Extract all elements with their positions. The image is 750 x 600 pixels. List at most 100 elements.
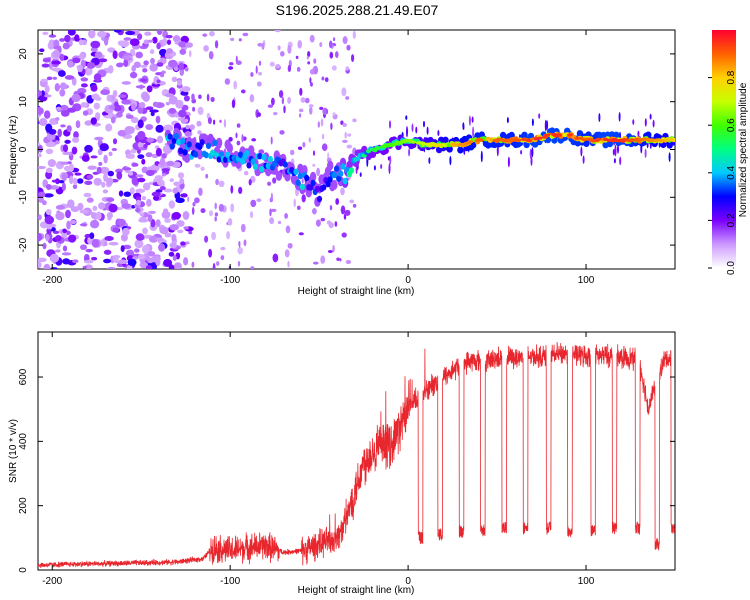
heatmap-cell [122,227,130,236]
heatmap-cell [215,178,219,186]
heatmap-cell [173,262,182,269]
heatmap-cell [168,95,178,105]
heatmap-cell [219,119,222,124]
heatmap-cell [309,171,317,182]
heatmap-cell [117,259,128,265]
heatmap-cell [283,105,286,114]
heatmap-cell [107,170,115,177]
colorbar-tick-label: 0.0 [726,261,737,275]
heatmap-cell [90,219,100,229]
heatmap-cell [183,226,190,230]
heatmap-cell [155,124,164,133]
heatmap-cell [135,233,145,241]
heatmap-cell [312,150,316,156]
heatmap-cell [312,207,317,215]
heatmap-cell [204,235,209,243]
heatmap-cell [90,117,97,125]
heatmap-cell [335,51,339,59]
heatmap-cell [530,156,533,166]
heatmap-cell [261,42,265,50]
heatmap-cell [93,177,102,186]
heatmap-cell [45,183,52,191]
heatmap-cell [351,54,355,63]
heatmap-cell [287,44,292,54]
heatmap-cell [55,211,65,221]
heatmap-cell [52,76,58,80]
heatmap-cell [169,143,175,150]
heatmap-cell [206,93,210,102]
heatmap-cell [256,198,262,202]
heatmap-cell [177,229,184,234]
heatmap-cell [614,144,617,157]
heatmap-cell [156,62,164,67]
heatmap-cell [103,249,112,255]
heatmap-cell [209,31,215,37]
heatmap-cell [150,57,155,65]
heatmap-cell [173,181,181,187]
heatmap-cell [207,117,212,125]
spectrogram-x-label: Height of straight line (km) [298,286,415,297]
heatmap-cell [343,213,347,220]
heatmap-cell [237,247,244,255]
heatmap-cell [137,119,144,129]
heatmap-cell [472,126,475,139]
heatmap-cell [161,152,167,159]
heatmap-cell [273,112,278,116]
heatmap-cell [326,220,332,225]
heatmap-cell [178,147,184,155]
heatmap-cell [331,65,337,71]
heatmap-cell [299,183,305,191]
y-tick-label: 20 [18,48,29,60]
heatmap-cell [284,249,290,258]
heatmap-cell [121,167,132,171]
heatmap-cell [437,143,444,147]
heatmap-cell [213,119,216,125]
heatmap-cell [613,158,616,164]
heatmap-cell [334,221,338,227]
heatmap-cell [415,126,418,134]
heatmap-cell [165,48,173,55]
y-tick-label: 400 [18,433,29,450]
heatmap-cell [406,125,408,138]
heatmap-cell [215,137,223,148]
heatmap-cell [177,172,185,179]
heatmap-cell [275,63,281,69]
heatmap-cell [316,195,323,203]
heatmap-cell [339,258,342,262]
heatmap-cell [159,186,166,191]
heatmap-cell [237,151,244,158]
heatmap-cell [176,220,185,227]
heatmap-cell [87,165,97,170]
heatmap-cell [269,217,275,225]
heatmap-cell [181,193,188,198]
heatmap-cell [582,155,585,164]
heatmap-cell [340,163,346,170]
heatmap-cell [205,173,209,179]
heatmap-cell [341,232,347,238]
heatmap-cell [274,30,281,33]
heatmap-cell [374,146,381,150]
heatmap-cell [39,48,45,53]
heatmap-cell [227,218,233,226]
heatmap-cell [270,192,273,202]
heatmap-cell [60,110,70,117]
heatmap-cell [159,157,166,167]
heatmap-cell [42,58,51,63]
heatmap-cell [131,103,136,111]
heatmap-cell [193,151,199,158]
heatmap-cell [210,149,216,156]
heatmap-cell [468,115,471,126]
heatmap-cell [332,244,335,253]
heatmap-cell [47,226,53,230]
heatmap-cell [177,79,183,86]
heatmap-cell [277,220,282,225]
heatmap-cell [64,139,71,144]
heatmap-cell [321,143,328,151]
heatmap-cell [150,219,156,228]
heatmap-cell [38,214,42,221]
heatmap-cell [103,115,113,119]
heatmap-cell [301,194,306,203]
heatmap-cell [236,140,241,146]
heatmap-cell [349,199,355,204]
heatmap-cell [250,158,256,165]
